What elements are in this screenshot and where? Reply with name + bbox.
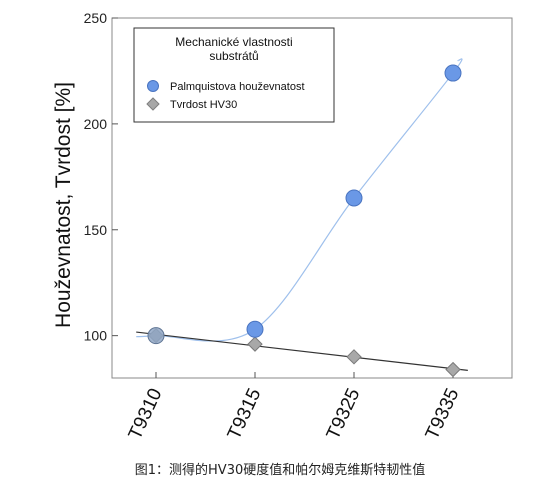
point-hv30-T9335: [445, 361, 461, 378]
point-palmquist-T9335: [444, 64, 462, 82]
legend: Mechanické vlastnosti substrátů Palmquis…: [133, 27, 335, 123]
y-tick-label-250: 250: [84, 10, 108, 26]
y-tick-label-200: 200: [84, 116, 108, 132]
figure-caption: 图1：测得的HV30硬度值和帕尔姆克维斯特韧性值: [134, 463, 426, 478]
legend-marker-hv30: [146, 97, 160, 111]
x-tick-label-T9315: T9315: [224, 385, 266, 443]
legend-title-line-2: substrátů: [209, 49, 258, 63]
x-tick-label-T9335: T9335: [422, 385, 464, 443]
x-axis: T9310 T9315 T9325 T9335: [125, 372, 464, 443]
point-hv30-T9325: [346, 349, 362, 365]
legend-marker-palmquist: [147, 80, 159, 92]
trend-hv30: [136, 331, 468, 371]
point-palmquist-T9325: [345, 189, 363, 207]
point-hv30-T9315: [247, 336, 263, 352]
chart: 100 150 200 250 T9310 T9315 T9325 T9335 Houžev…: [52, 10, 513, 443]
point-palmquist-T9310: [147, 327, 165, 345]
x-tick-label-T9310: T9310: [125, 385, 167, 443]
x-tick-label-T9325: T9325: [323, 385, 365, 443]
y-tick-label-150: 150: [84, 222, 108, 238]
legend-label-palmquist: Palmquistova houževnatost: [170, 81, 305, 93]
y-tick-label-100: 100: [84, 328, 108, 344]
point-palmquist-T9315: [246, 320, 264, 338]
data-marks: [147, 64, 462, 378]
y-axis: 100 150 200 250: [84, 10, 118, 344]
y-axis-label: Houževnatost, Tvrdost [%]: [52, 82, 75, 328]
legend-box: [133, 27, 335, 123]
legend-title-line-1: Mechanické vlastnosti: [175, 35, 292, 49]
legend-label-hv30: Tvrdost HV30: [170, 99, 237, 111]
plot-frame: [111, 17, 513, 379]
